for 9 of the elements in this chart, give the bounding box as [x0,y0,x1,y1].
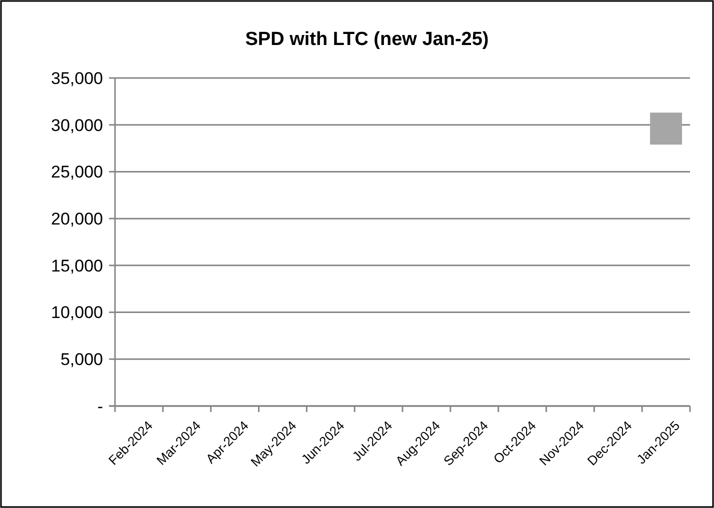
y-tick-label: 30,000 [51,116,103,135]
y-tick-label: 15,000 [51,256,103,276]
y-tick-label: 25,000 [51,162,103,182]
y-tick-label: 5,000 [60,350,103,370]
chart-title: SPD with LTC (new Jan-25) [245,29,489,50]
y-tick-label: - [97,396,103,416]
y-tick-label: 35,000 [51,68,103,88]
y-tick-label: 20,000 [51,210,103,229]
y-tick-label: 10,000 [51,303,103,322]
